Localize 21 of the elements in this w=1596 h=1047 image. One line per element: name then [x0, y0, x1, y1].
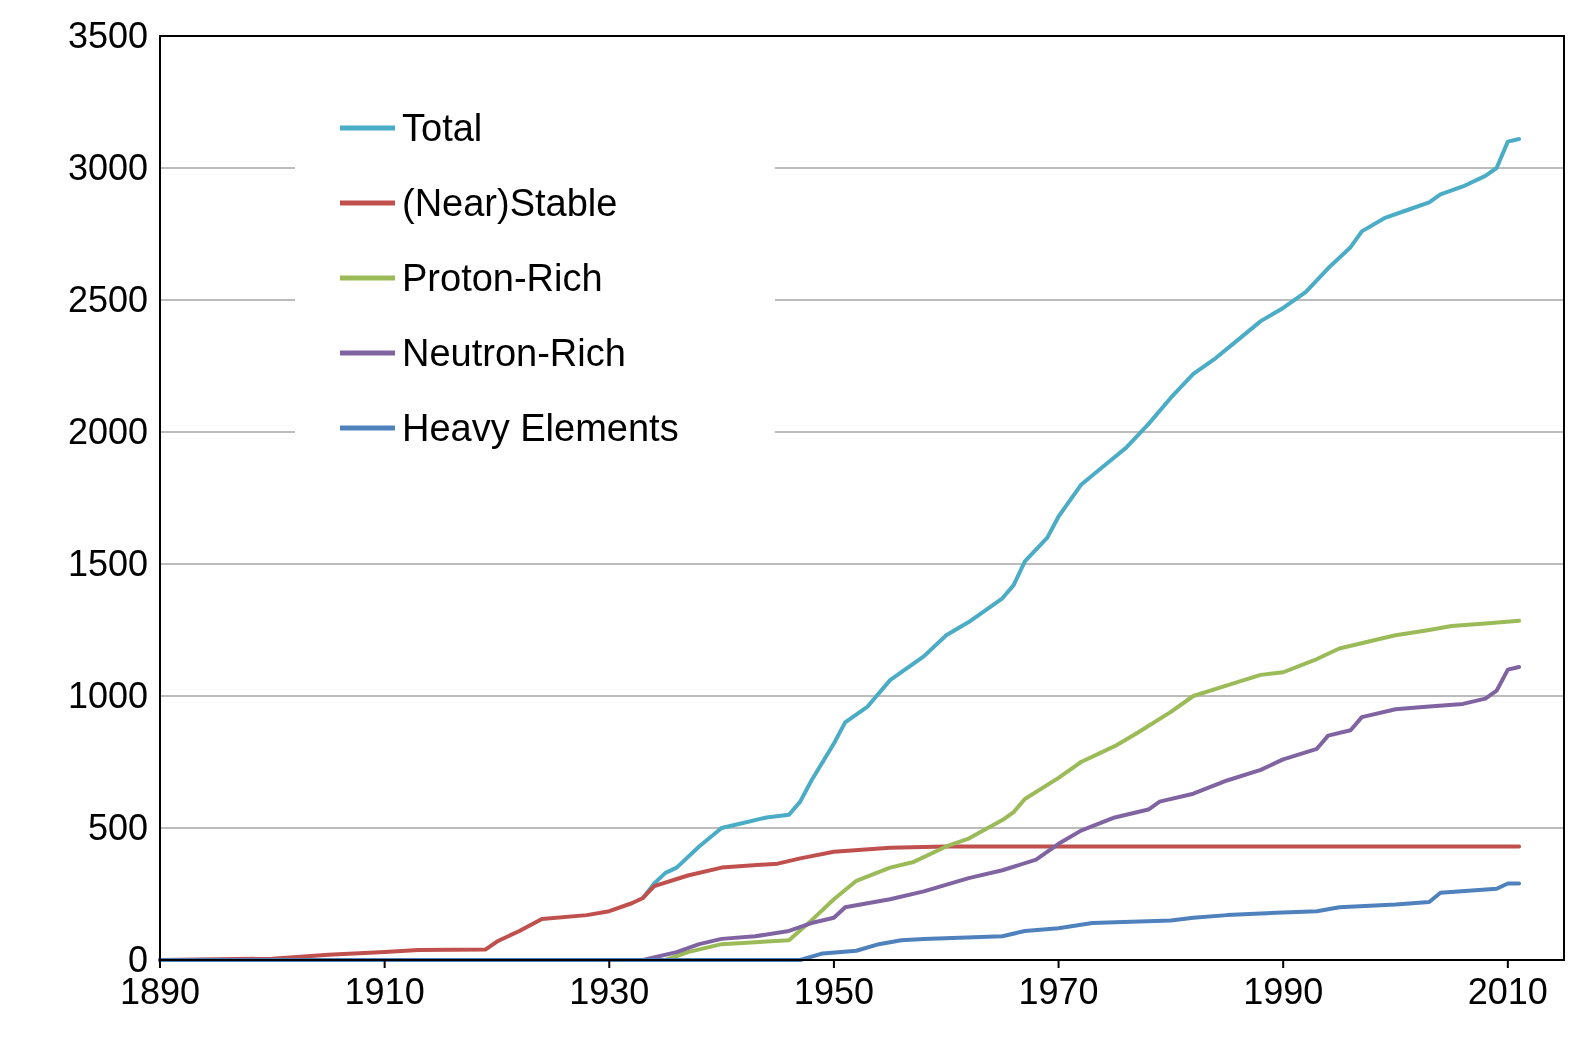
y-tick-label: 1500	[67, 543, 148, 584]
x-tick-label: 1990	[1243, 971, 1324, 1012]
legend-label: Total	[402, 107, 483, 149]
y-tick-label: 2000	[67, 411, 148, 452]
x-tick-label: 1970	[1018, 971, 1099, 1012]
y-tick-label: 1000	[67, 675, 148, 716]
legend-label: Proton-Rich	[402, 257, 603, 299]
x-tick-label: 1950	[793, 971, 874, 1012]
y-tick-label: 500	[87, 807, 148, 848]
y-tick-label: 3000	[67, 147, 148, 188]
line-series	[158, 844, 1522, 962]
x-tick-label: 1930	[569, 971, 650, 1012]
x-tick-label: 2010	[1467, 971, 1548, 1012]
legend-label: Neutron-Rich	[402, 332, 626, 374]
legend-label: (Near)Stable	[402, 182, 618, 224]
legend-label: Heavy Elements	[402, 407, 679, 449]
y-tick-label: 3500	[67, 15, 148, 56]
y-tick-label: 2500	[67, 279, 148, 320]
line-series	[158, 881, 1522, 962]
x-tick-label: 1910	[344, 971, 425, 1012]
x-tick-label: 1890	[119, 971, 201, 1012]
